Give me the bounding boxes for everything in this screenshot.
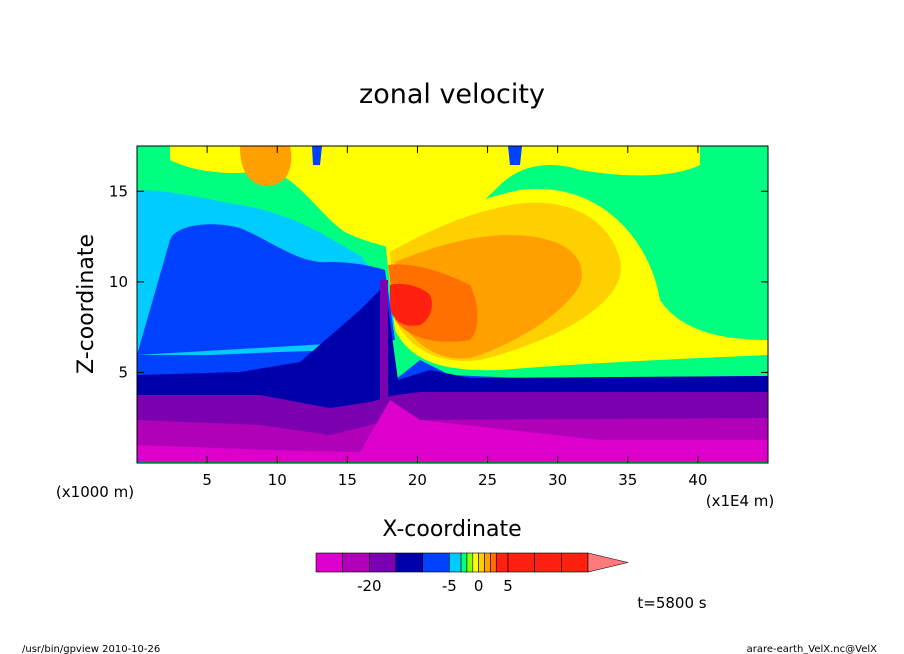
chart-title: zonal velocity [359, 79, 545, 110]
x-tick-label: 30 [548, 471, 567, 489]
colorbar-box [490, 552, 497, 573]
colorbar-tick-label: 0 [474, 577, 484, 595]
colorbar-box [507, 552, 535, 573]
y-tick-label: 10 [109, 273, 128, 291]
colorbar-box [395, 552, 423, 573]
colorbar: -20 -5 0 5 [315, 552, 629, 595]
x-tick-label: 15 [338, 471, 357, 489]
colorbar-box [472, 552, 479, 573]
time-label: t=5800 s [637, 594, 706, 612]
colorbar-tick-label: -5 [442, 577, 457, 595]
y-unit-label: (x1000 m) [56, 483, 134, 501]
colorbar-box [460, 552, 468, 573]
x-tick-label: 10 [268, 471, 287, 489]
contour-field [137, 146, 768, 463]
top-blue-streak-2 [508, 146, 522, 165]
colorbar-box [315, 552, 343, 573]
colorbar-tick-label: 5 [503, 577, 513, 595]
y-tick-label: 15 [109, 182, 128, 200]
colorbar-tick-label: -20 [357, 577, 382, 595]
colorbar-box [484, 552, 491, 573]
x-tick-label: 25 [478, 471, 497, 489]
colorbar-box [561, 552, 589, 573]
band-red [390, 283, 432, 326]
x-axis-label: X-coordinate [382, 517, 521, 542]
y-axis: 5 10 15 [109, 182, 768, 381]
plot-frame [136, 145, 769, 464]
band-yellow [170, 146, 700, 250]
colorbar-box [478, 552, 485, 573]
colorbar-box [495, 552, 509, 573]
footer-left-note: /usr/bin/gpview 2010-10-26 [22, 644, 160, 654]
x-tick-label: 35 [618, 471, 637, 489]
x-axis: 5 10 15 20 25 30 35 40 [202, 146, 707, 489]
colorbar-box [466, 552, 474, 573]
colorbar-box [422, 552, 450, 573]
colorbar-box [369, 552, 397, 573]
x-tick-label: 5 [202, 471, 212, 489]
top-blue-streak [312, 146, 322, 165]
colorbar-box [534, 552, 562, 573]
x-unit-label: (x1E4 m) [706, 492, 775, 510]
band-blue-upper [137, 224, 395, 355]
colorbar-box [342, 552, 370, 573]
band-purple-stripe [380, 280, 388, 400]
x-tick-label: 40 [688, 471, 707, 489]
top-orange-blob [240, 146, 292, 186]
footer-right-note: arare-earth_VelX.nc@VelX [747, 644, 878, 654]
x-tick-label: 20 [408, 471, 427, 489]
colorbar-extension [587, 552, 629, 573]
y-tick-label: 5 [118, 363, 128, 381]
band-magenta [137, 400, 768, 462]
y-axis-label: Z-coordinate [74, 234, 99, 374]
colorbar-box [449, 552, 462, 573]
